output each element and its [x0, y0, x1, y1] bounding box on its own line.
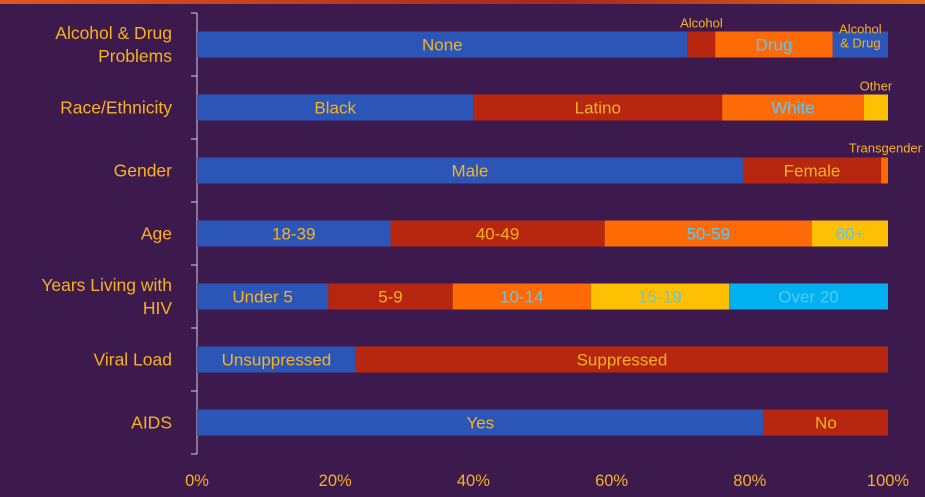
bar-segment: [197, 157, 743, 184]
bar-segment: [590, 283, 730, 310]
top-accent-stripe: [0, 0, 925, 4]
bar-segment: [715, 31, 833, 58]
category-label: HIV: [143, 298, 173, 318]
segment-label: 50-59: [687, 225, 730, 244]
x-tick-label: 80%: [733, 472, 766, 490]
segment-label: Over 20: [778, 288, 838, 307]
segment-label: 18-39: [272, 225, 315, 244]
bar-segment: [763, 409, 888, 436]
segment-label: 10-14: [500, 288, 543, 307]
bar-segment: [729, 283, 888, 310]
category-label: Race/Ethnicity: [60, 98, 172, 118]
category-label: AIDS: [131, 413, 172, 433]
segment-label: Yes: [466, 414, 494, 433]
segment-label: Latino: [575, 99, 621, 118]
segment-label: White: [771, 99, 814, 118]
bar-segment: [197, 283, 329, 310]
category-label: Problems: [98, 46, 172, 66]
bar-segment: [197, 94, 474, 121]
category-label: Age: [141, 224, 172, 244]
bar-segment: [355, 346, 888, 373]
segment-label: 60+: [836, 225, 865, 244]
x-tick-label: 100%: [867, 472, 910, 490]
bar-segment: [742, 157, 882, 184]
category-label: Gender: [114, 161, 173, 181]
bar-segment: [832, 31, 888, 58]
bar-segment: [197, 31, 688, 58]
x-tick-label: 20%: [319, 472, 352, 490]
bar-segment: [452, 283, 591, 310]
segment-label: No: [815, 414, 837, 433]
segment-label: Black: [314, 99, 356, 118]
bar-segment: [863, 94, 888, 121]
bar-segment: [197, 220, 391, 247]
bar-segment: [473, 94, 723, 121]
category-label: Years Living with: [41, 275, 172, 295]
bar-segment: [687, 31, 716, 58]
x-tick-label: 40%: [457, 472, 490, 490]
bar-segment: [197, 409, 764, 436]
segment-label: Suppressed: [577, 351, 668, 370]
segment-label: 40-49: [476, 225, 519, 244]
bar-segment: [197, 346, 356, 373]
bar-segment: [881, 157, 888, 184]
bar-segment: [604, 220, 812, 247]
category-label: Alcohol & Drug: [55, 23, 172, 43]
segment-label: Transgender: [849, 141, 923, 156]
segment-label: Alcohol: [680, 16, 723, 31]
bar-segment: [811, 220, 888, 247]
segment-label: 15-19: [638, 288, 681, 307]
x-tick-label: 0%: [185, 472, 209, 490]
segment-label: & Drug: [840, 36, 880, 51]
segment-label: None: [422, 36, 463, 55]
segment-label: Unsuppressed: [222, 351, 332, 370]
segment-label: Under 5: [232, 288, 292, 307]
segment-label: Alcohol: [839, 22, 882, 37]
segment-label: Drug: [756, 36, 793, 55]
segment-label: Female: [784, 162, 841, 181]
bar-segment: [390, 220, 605, 247]
segment-label: Male: [452, 162, 489, 181]
segment-label: 5-9: [378, 288, 403, 307]
bar-segment: [722, 94, 864, 121]
category-label: Viral Load: [94, 350, 173, 370]
bar-segment: [328, 283, 453, 310]
x-tick-label: 60%: [595, 472, 628, 490]
segment-label: Other: [860, 79, 893, 94]
